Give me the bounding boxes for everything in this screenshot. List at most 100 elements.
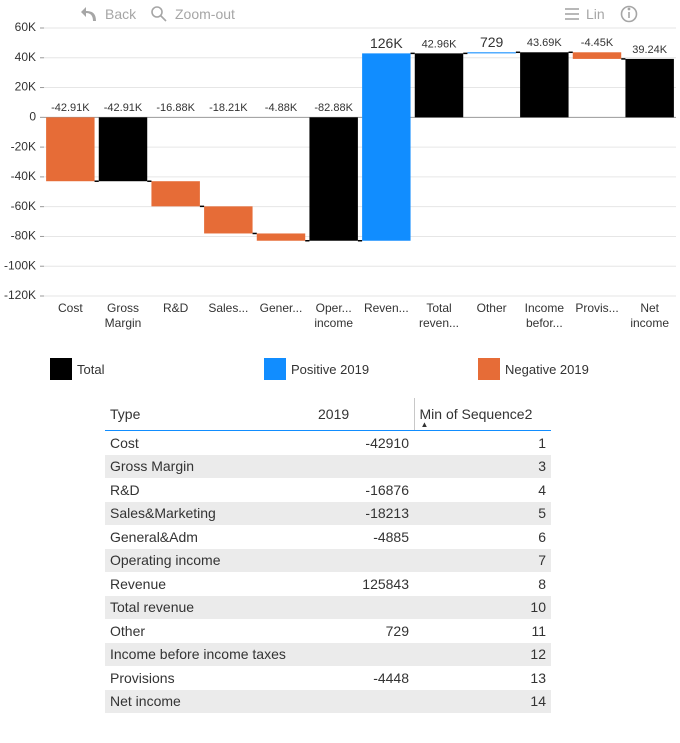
x-tick-label: Sales... [208, 301, 249, 315]
x-tick-label: Gener... [259, 301, 303, 315]
table-row: Operating income 7 [105, 548, 551, 572]
table-row: Gross Margin 3 [105, 454, 551, 478]
table-cell: Provisions [110, 669, 175, 686]
toolbar-icons [81, 5, 638, 23]
table-cell: Other [110, 622, 146, 639]
table-cell: -16876 [365, 481, 409, 498]
table-cell [313, 454, 414, 478]
x-tick-label: R&D [162, 301, 189, 315]
bar [520, 52, 569, 118]
table-cell [313, 595, 414, 619]
table-row: General&Adm -4885 6 [105, 525, 551, 549]
table-cell: Revenue [110, 575, 167, 592]
table-row: Cost -42910 1 [105, 431, 551, 455]
bar [414, 53, 464, 118]
table-cell: 14 [414, 689, 551, 713]
data-label: 39.24K [632, 44, 668, 56]
x-tick-label: Reven... [363, 301, 409, 315]
table-row: Income before income taxes 12 [105, 642, 551, 666]
header-cell[interactable]: 2019 [313, 398, 414, 431]
y-tick-label: 40K [15, 50, 36, 64]
table-cell [313, 642, 414, 666]
data-label: 126K [370, 35, 403, 51]
table-cell [313, 548, 414, 572]
bar [98, 117, 148, 182]
chart: -120K -100K -80K -60K -40K -20K 0 20K 40K 60K -42.… [4, 5, 676, 302]
table-row: Sales&Marketing -18213 5 [105, 501, 551, 525]
legend-swatch [264, 358, 286, 380]
data-label: -42.91K [104, 102, 143, 114]
bar [467, 52, 516, 54]
data-label: 43.69K [527, 37, 563, 49]
table-row: Net income 14 [105, 689, 551, 713]
table-cell: -42910 [365, 434, 409, 451]
table-cell: General&Adm [110, 528, 198, 545]
x-tick-label: Total reven... [418, 301, 460, 330]
table-cell: 11 [531, 622, 546, 639]
y-tick-label: -80K [11, 229, 36, 243]
table-row: Other 729 11 [105, 619, 551, 643]
table-cell: R&D [110, 481, 140, 498]
scale-button[interactable]: Lin [586, 6, 605, 22]
table: Type 2019 Min of Sequence2 ▲ Cost -42910 1 G… [105, 398, 551, 713]
back-button[interactable]: Back [105, 6, 137, 22]
table-cell: 8 [538, 575, 546, 592]
y-tick-label: 60K [15, 20, 36, 34]
table-cell: 5 [414, 501, 551, 525]
table-cell: Gross Margin [105, 454, 313, 478]
y-tick-label: -20K [11, 139, 36, 153]
x-tick-label: Net income [630, 301, 669, 330]
y-tick-label: 20K [15, 80, 36, 94]
table-cell: 3 [414, 454, 551, 478]
x-tick-label: Gross Margin [104, 301, 142, 330]
legend-swatch [478, 358, 500, 380]
zoom-out-button[interactable]: Zoom-out [175, 6, 235, 22]
table-row: Total revenue 10 [105, 595, 551, 619]
table-cell: -18213 [313, 501, 414, 525]
table-row: Revenue 125843 8 [105, 572, 551, 596]
table-cell: Net income [105, 689, 313, 713]
bar [625, 58, 674, 118]
bar [151, 181, 200, 207]
header-text: Min of Sequence2 [419, 406, 533, 422]
table-cell: -4448 [373, 669, 409, 686]
sort-arrow: ▲ [420, 420, 429, 429]
table-cell: 729 [385, 622, 409, 639]
data-label: -4.45K [581, 37, 614, 49]
bar [204, 206, 253, 234]
y-tick-label: -120K [4, 288, 36, 302]
y-tick-label: -60K [11, 199, 36, 213]
data-label: 729 [480, 34, 504, 50]
x-tick-label: Cost [57, 301, 83, 315]
table-cell: 1 [538, 434, 546, 451]
table-cell: 7 [414, 548, 551, 572]
data-label: -82.88K [314, 102, 353, 114]
legend-swatch [50, 358, 72, 380]
header-row: Type 2019 Min of Sequence2 ▲ [105, 398, 551, 431]
y-tick-label: -40K [11, 169, 36, 183]
header-cell[interactable]: Min of Sequence2 ▲ [413, 398, 551, 431]
x-tick-label: Other [476, 301, 507, 315]
bar [309, 117, 358, 241]
data-label: -42.91K [51, 102, 90, 114]
bar [46, 117, 95, 182]
y-tick-label: -100K [4, 258, 36, 272]
data-label: -4.88K [265, 102, 298, 114]
table-cell: 13 [530, 669, 546, 686]
x-tick-label: Income befor... [524, 301, 564, 330]
table-cell: Cost [110, 434, 139, 451]
header-cell[interactable]: Type [105, 398, 313, 431]
table-cell: 10 [414, 595, 551, 619]
table-cell: Sales&Marketing [105, 501, 313, 525]
bar [256, 233, 306, 241]
legend-label: Negative 2019 [505, 362, 589, 377]
table-cell: 125843 [362, 575, 409, 592]
table-cell: 6 [538, 528, 546, 545]
bar [362, 53, 411, 241]
table-row: R&D -16876 4 [105, 478, 551, 502]
table-cell: Total revenue [105, 595, 313, 619]
legend-label: Positive 2019 [291, 362, 370, 377]
legend-label: Total [77, 362, 105, 377]
table-cell: Operating income [105, 548, 313, 572]
